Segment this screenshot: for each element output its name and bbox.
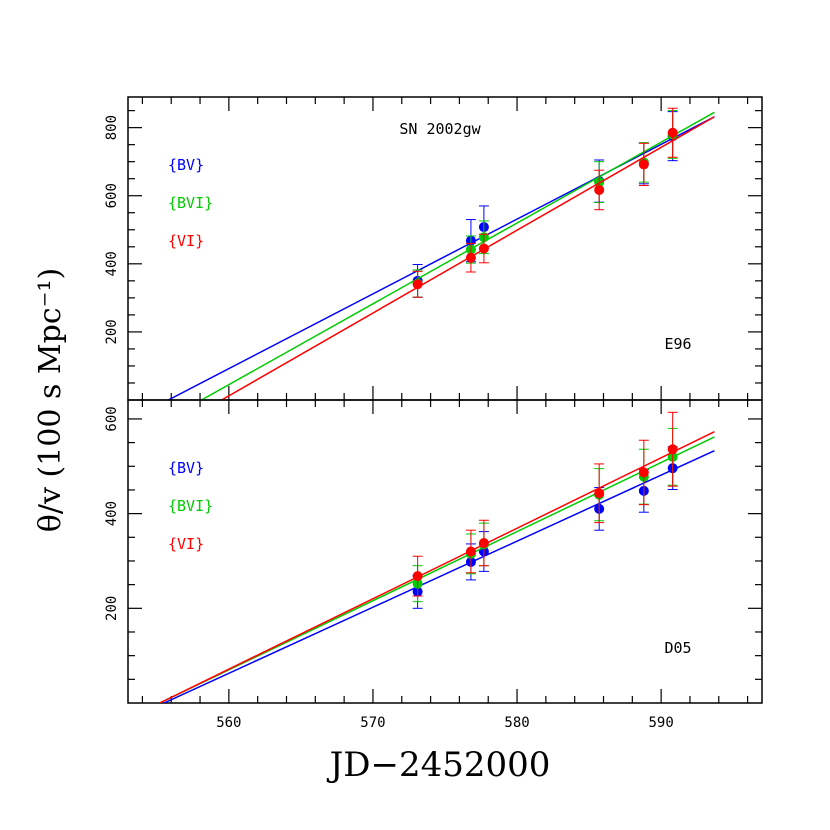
data-point [465, 546, 476, 557]
data-point [465, 252, 476, 263]
x-tick-label: 590 [648, 715, 673, 731]
data-point [412, 279, 423, 290]
y-tick-label: 800 [104, 115, 120, 140]
data-point [638, 159, 649, 170]
x-tick-label: 570 [360, 715, 385, 731]
legend-entry: {BV} [168, 459, 204, 477]
data-point [478, 537, 489, 548]
data-point [478, 243, 489, 254]
y-tick-label: 200 [104, 319, 120, 344]
data-point [667, 127, 678, 138]
legend-entry: {BV} [168, 156, 204, 174]
y-tick-label: 400 [104, 501, 120, 526]
data-point [594, 184, 605, 195]
y-tick-label: 600 [104, 406, 120, 431]
panel-label-bottom: D05 [664, 639, 691, 657]
data-point [667, 444, 678, 455]
x-axis-label: JD−2452000 [327, 745, 551, 785]
data-point [412, 571, 423, 582]
plot-frame-top [127, 96, 763, 401]
y-tick-label: 400 [104, 251, 120, 276]
fit-line [163, 449, 715, 703]
fit-line [159, 436, 715, 703]
legend-entry: {BVI} [168, 194, 213, 212]
y-tick-label: 600 [104, 183, 120, 208]
y-tick-label: 200 [104, 596, 120, 621]
legend-entry: {BVI} [168, 497, 213, 515]
y-axis-label: θ/v (100 s Mpc⁻¹) [33, 268, 68, 532]
plot-frame-bottom [127, 399, 763, 704]
legend-entry: {VI} [168, 535, 204, 553]
data-point [594, 488, 605, 499]
legend-entry: {VI} [168, 232, 204, 250]
panel-bottom: 560 570 580 590 200 400 600 {BV} {BVI} {VI} [104, 399, 763, 731]
panel-top: 200 400 600 800 {BV} {BVI} {VI} [104, 96, 763, 401]
panel-label-top: E96 [664, 335, 691, 353]
fit-line [159, 431, 715, 703]
fit-line [201, 111, 715, 400]
x-tick-label: 560 [216, 715, 241, 731]
chart-title: SN 2002gw [399, 120, 481, 138]
fit-line [168, 116, 715, 400]
data-point [638, 467, 649, 478]
x-tick-label: 580 [504, 715, 529, 731]
